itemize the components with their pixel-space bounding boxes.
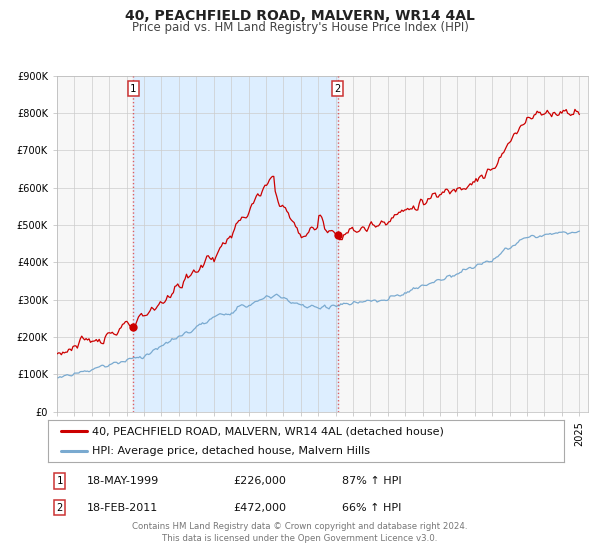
Text: 2: 2 bbox=[335, 83, 341, 94]
Text: 87% ↑ HPI: 87% ↑ HPI bbox=[342, 476, 402, 486]
Text: 1: 1 bbox=[56, 476, 62, 486]
Text: 40, PEACHFIELD ROAD, MALVERN, WR14 4AL (detached house): 40, PEACHFIELD ROAD, MALVERN, WR14 4AL (… bbox=[92, 426, 444, 436]
Text: 2: 2 bbox=[56, 503, 62, 513]
Text: Contains HM Land Registry data © Crown copyright and database right 2024.
This d: Contains HM Land Registry data © Crown c… bbox=[132, 522, 468, 543]
Text: 18-FEB-2011: 18-FEB-2011 bbox=[86, 503, 158, 513]
Text: £472,000: £472,000 bbox=[234, 503, 287, 513]
Text: Price paid vs. HM Land Registry's House Price Index (HPI): Price paid vs. HM Land Registry's House … bbox=[131, 21, 469, 34]
Bar bbox=[133, 76, 338, 412]
Text: 40, PEACHFIELD ROAD, MALVERN, WR14 4AL: 40, PEACHFIELD ROAD, MALVERN, WR14 4AL bbox=[125, 9, 475, 23]
Text: HPI: Average price, detached house, Malvern Hills: HPI: Average price, detached house, Malv… bbox=[92, 446, 370, 456]
Text: 18-MAY-1999: 18-MAY-1999 bbox=[86, 476, 159, 486]
Text: £226,000: £226,000 bbox=[234, 476, 287, 486]
Text: 1: 1 bbox=[130, 83, 136, 94]
Text: 66% ↑ HPI: 66% ↑ HPI bbox=[342, 503, 401, 513]
